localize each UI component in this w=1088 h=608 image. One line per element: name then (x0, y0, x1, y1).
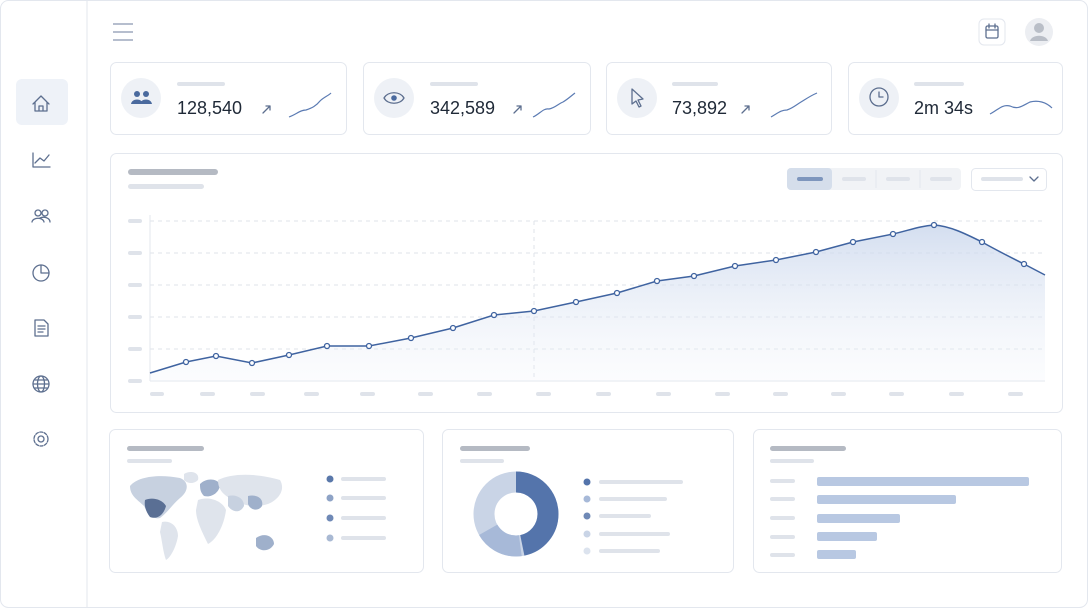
stat-card: 73,892 (606, 62, 832, 135)
line-points (182, 221, 1028, 367)
stat-value: 2m 34s (914, 98, 973, 118)
nav-globe[interactable] (32, 375, 50, 393)
stat-card: 128,540 (110, 62, 347, 135)
nav-active (16, 79, 68, 125)
stat-value: 128,540 (177, 98, 242, 118)
map-card (109, 429, 424, 573)
calendar-button[interactable] (978, 18, 1006, 46)
range-dropdown[interactable] (971, 168, 1047, 191)
donut-card (442, 429, 734, 573)
y-axis-placeholders (128, 219, 142, 383)
world-map (130, 472, 283, 560)
nav-reports[interactable] (32, 264, 50, 282)
nav-users[interactable] (31, 209, 51, 223)
line (149, 224, 1046, 374)
stat-value: 73,892 (672, 98, 727, 118)
bar-card (753, 429, 1062, 573)
nav-settings[interactable] (33, 431, 49, 447)
nav-documents[interactable] (34, 319, 49, 337)
stat-card: 2m 34s (848, 62, 1063, 135)
stat-value: 342,589 (430, 98, 495, 118)
donut (473, 471, 559, 557)
stat-card: 342,589 (363, 62, 591, 135)
bars (770, 477, 1029, 559)
donut-legend (583, 478, 683, 555)
x-axis-placeholders (150, 392, 1023, 396)
menu-button[interactable] (113, 23, 133, 41)
nav-analytics[interactable] (32, 152, 51, 168)
range-tabs[interactable] (787, 168, 961, 190)
nav-home[interactable] (32, 95, 50, 112)
traffic-chart-card (110, 153, 1063, 413)
line-area (150, 225, 1045, 381)
avatar[interactable] (1025, 18, 1053, 46)
map-legend (326, 475, 386, 542)
sidebar (16, 1, 88, 607)
